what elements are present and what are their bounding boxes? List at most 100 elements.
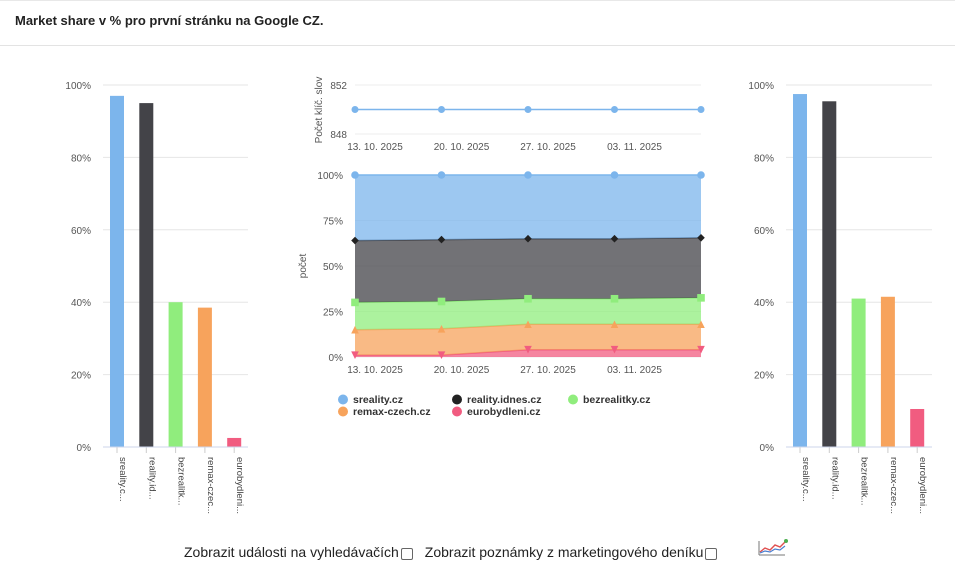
data-point[interactable] xyxy=(610,320,619,329)
legend-marker[interactable] xyxy=(452,394,462,405)
y-tick-label: 50% xyxy=(323,262,343,273)
data-point[interactable] xyxy=(524,294,532,303)
line-chart-icon[interactable] xyxy=(757,538,789,558)
legend-label: reality.idnes.cz xyxy=(467,394,542,406)
area-sreality.cz xyxy=(355,175,701,241)
data-point[interactable] xyxy=(697,294,705,302)
data-point[interactable] xyxy=(524,345,532,354)
bar-1[interactable] xyxy=(822,101,837,447)
footer-options: Zobrazit události na vyhledávačích Zobra… xyxy=(184,543,729,560)
data-point[interactable] xyxy=(610,171,619,179)
y-tick-label: 75% xyxy=(323,217,343,228)
legend-label: remax-czech.cz xyxy=(353,406,431,418)
data-point[interactable] xyxy=(437,297,446,306)
legend-marker[interactable] xyxy=(338,406,348,417)
data-point[interactable] xyxy=(351,351,359,359)
x-category-label: remax-czec... xyxy=(205,457,216,514)
x-category-label: remax-czec... xyxy=(888,457,899,514)
y-axis-title: Počet klíč. slov xyxy=(314,77,325,144)
bar-2[interactable] xyxy=(168,302,183,447)
data-point[interactable] xyxy=(524,106,532,113)
bar-4[interactable] xyxy=(910,408,925,447)
bar-4[interactable] xyxy=(227,437,242,447)
x-category-label: reality.id... xyxy=(829,457,840,500)
x-tick-label: 27. 10. 2025 xyxy=(520,142,576,153)
x-tick-label: 03. 11. 2025 xyxy=(607,365,662,376)
x-tick-label: 13. 10. 2025 xyxy=(347,142,403,153)
bar-3[interactable] xyxy=(880,296,895,447)
y-tick-label: 25% xyxy=(323,308,343,319)
x-tick-label: 13. 10. 2025 xyxy=(347,365,403,376)
legend-marker[interactable] xyxy=(338,394,348,405)
y-tick-label: 20% xyxy=(71,371,91,382)
y-tick-label: 80% xyxy=(754,153,774,164)
x-tick-label: 27. 10. 2025 xyxy=(520,365,576,376)
y-tick-label: 20% xyxy=(754,371,774,382)
y-tick-label: 40% xyxy=(71,298,91,309)
x-category-label: sreality.c... xyxy=(800,457,811,502)
x-category-label: eurobydleni... xyxy=(234,457,245,514)
notes-checkbox[interactable] xyxy=(705,548,718,560)
y-tick-label: 100% xyxy=(317,171,343,182)
events-label: Zobrazit události na vyhledávačích xyxy=(184,543,399,560)
data-point[interactable] xyxy=(697,171,705,179)
data-point[interactable] xyxy=(437,235,446,244)
legend-marker[interactable] xyxy=(568,394,578,405)
data-point[interactable] xyxy=(437,351,446,359)
data-point[interactable] xyxy=(524,171,532,179)
data-point[interactable] xyxy=(697,233,705,242)
data-point[interactable] xyxy=(437,171,446,179)
y-tick-label: 100% xyxy=(748,81,774,92)
bar-1[interactable] xyxy=(139,103,154,447)
x-category-label: sreality.c... xyxy=(117,457,128,502)
x-category-label: reality.id... xyxy=(146,457,157,500)
y-tick-label: 80% xyxy=(71,153,91,164)
data-point[interactable] xyxy=(351,298,359,307)
y-tick-label: 40% xyxy=(754,298,774,309)
y-tick-label: 0% xyxy=(77,443,92,454)
x-tick-label: 20. 10. 2025 xyxy=(434,142,490,153)
x-tick-label: 03. 11. 2025 xyxy=(607,142,662,153)
bar-3[interactable] xyxy=(197,307,212,447)
bar-2[interactable] xyxy=(851,298,866,447)
data-point[interactable] xyxy=(524,320,532,329)
legend-label: bezrealitky.cz xyxy=(583,394,651,406)
legend-marker[interactable] xyxy=(452,406,462,417)
data-point[interactable] xyxy=(697,106,705,113)
data-point[interactable] xyxy=(351,236,359,245)
x-category-label: eurobydleni... xyxy=(917,457,928,514)
data-point[interactable] xyxy=(610,345,619,354)
x-tick-label: 20. 10. 2025 xyxy=(434,365,490,376)
data-point[interactable] xyxy=(697,345,705,354)
data-point[interactable] xyxy=(351,106,359,113)
data-point[interactable] xyxy=(697,320,705,329)
y-tick-label: 852 xyxy=(330,81,347,92)
data-point[interactable] xyxy=(437,324,446,333)
data-point[interactable] xyxy=(351,325,359,334)
page-title: Market share v % pro první stránku na Go… xyxy=(15,13,324,28)
y-tick-label: 0% xyxy=(329,353,344,364)
legend-label: eurobydleni.cz xyxy=(467,406,541,418)
x-category-label: bezrealitk... xyxy=(176,457,187,506)
data-point[interactable] xyxy=(610,294,619,303)
data-point[interactable] xyxy=(438,106,445,113)
area-reality.idnes.cz xyxy=(355,237,701,303)
y-tick-label: 0% xyxy=(760,443,775,454)
notes-label: Zobrazit poznámky z marketingového deník… xyxy=(424,543,704,560)
y-tick-label: 60% xyxy=(754,226,774,237)
events-checkbox[interactable] xyxy=(400,548,413,560)
bar-0[interactable] xyxy=(793,94,807,448)
data-point[interactable] xyxy=(610,234,619,243)
x-category-label: bezrealitk... xyxy=(859,457,870,506)
data-point[interactable] xyxy=(351,171,359,179)
data-point[interactable] xyxy=(611,106,618,113)
y-tick-label: 60% xyxy=(71,226,91,237)
y-tick-label: 848 xyxy=(330,130,347,141)
y-tick-label: 100% xyxy=(65,81,91,92)
data-point[interactable] xyxy=(524,234,532,243)
bar-0[interactable] xyxy=(110,95,124,448)
